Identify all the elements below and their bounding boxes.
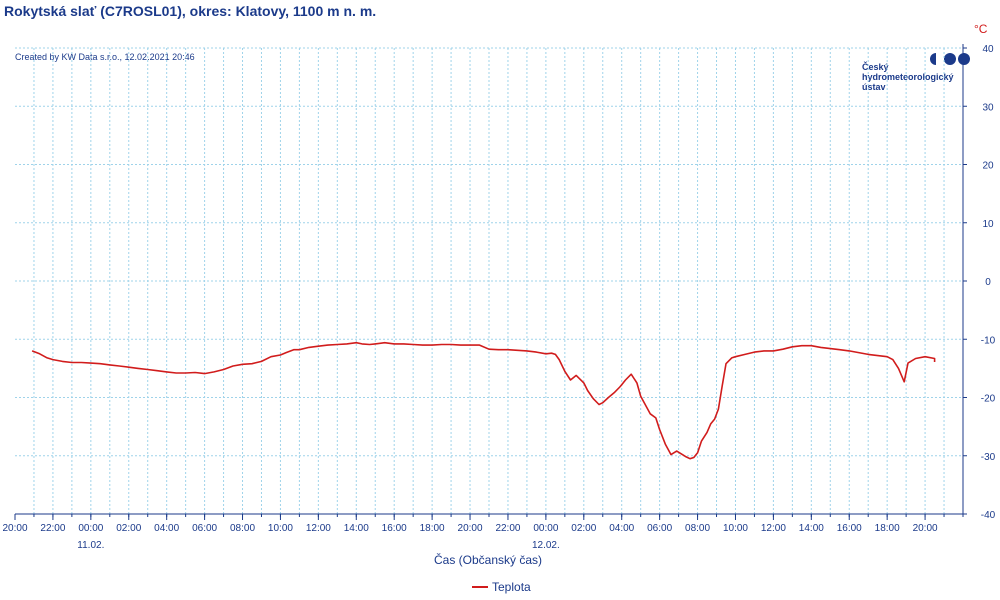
logo-line-1: Český [862, 62, 889, 72]
legend-swatch-teplota [472, 586, 488, 588]
x-tick-label: 10:00 [268, 523, 293, 534]
y-axis-unit: °C [974, 22, 988, 36]
x-tick-label: 06:00 [192, 523, 217, 534]
x-tick-label: 00:00 [533, 523, 558, 534]
x-date-label: 12.02. [532, 540, 560, 551]
logo-text: Český hydrometeorologický ústav [862, 62, 954, 92]
x-tick-label: 12:00 [306, 523, 331, 534]
x-tick-label: 20:00 [458, 523, 483, 534]
y-tick-label: -20 [981, 394, 996, 405]
x-tick-label: 16:00 [837, 523, 862, 534]
x-ticks: 20:00 22:00 00:00 02:00 04:00 06:00 08:00 10:00… [2, 514, 964, 551]
x-tick-label: 06:00 [647, 523, 672, 534]
legend: Teplota [472, 580, 531, 594]
series-line-teplota [31, 341, 936, 460]
y-tick-label: 30 [982, 102, 994, 113]
x-tick-label: 20:00 [913, 523, 938, 534]
x-tick-label: 04:00 [609, 523, 634, 534]
logo-icon [930, 53, 970, 65]
created-by-note: Created by KW Data s.r.o., 12.02.2021 20… [15, 52, 195, 62]
y-tick-label: -30 [981, 452, 996, 463]
logo-line-3: ústav [862, 82, 886, 92]
x-tick-label: 02:00 [571, 523, 596, 534]
x-tick-label: 00:00 [78, 523, 103, 534]
x-tick-label: 14:00 [799, 523, 824, 534]
x-tick-label: 22:00 [495, 523, 520, 534]
x-tick-label: 18:00 [875, 523, 900, 534]
x-tick-label: 14:00 [344, 523, 369, 534]
grid [15, 47, 963, 514]
x-tick-label: 22:00 [40, 523, 65, 534]
x-date-label: 11.02. [77, 540, 104, 551]
y-tick-label: 0 [985, 277, 991, 288]
logo-line-2: hydrometeorologický [862, 72, 954, 82]
series-layer [31, 341, 936, 460]
y-ticks: -40 -30 -20 -10 0 10 20 30 40 [963, 44, 996, 521]
x-tick-label: 18:00 [420, 523, 445, 534]
x-tick-label: 08:00 [685, 523, 710, 534]
x-tick-label: 16:00 [382, 523, 407, 534]
x-tick-label: 10:00 [723, 523, 748, 534]
y-tick-label: 10 [982, 219, 994, 230]
y-tick-label: -40 [981, 510, 996, 521]
x-tick-label: 20:00 [2, 523, 27, 534]
chart-title: Rokytská slať (C7ROSL01), okres: Klatovy… [4, 3, 377, 19]
x-axis-label: Čas (Občanský čas) [434, 552, 542, 567]
x-tick-label: 12:00 [761, 523, 786, 534]
axes [15, 44, 964, 515]
y-tick-label: -10 [981, 335, 996, 346]
x-tick-label: 04:00 [154, 523, 179, 534]
x-tick-label: 02:00 [116, 523, 141, 534]
y-tick-label: 20 [982, 161, 994, 172]
x-tick-label: 08:00 [230, 523, 255, 534]
y-tick-label: 40 [982, 44, 994, 55]
legend-label-teplota: Teplota [492, 580, 531, 594]
